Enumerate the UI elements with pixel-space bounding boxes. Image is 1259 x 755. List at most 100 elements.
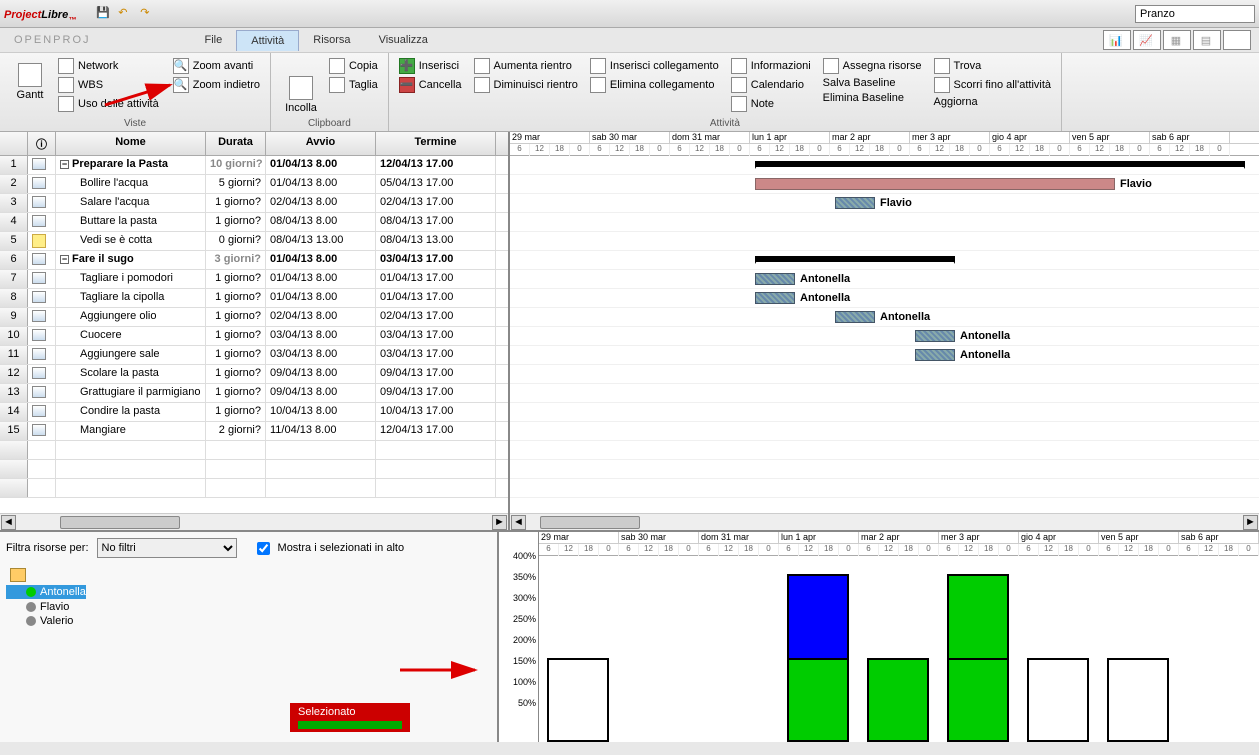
save-icon[interactable]: 💾 (96, 6, 112, 22)
table-row[interactable]: 6−Fare il sugo3 giorni?01/04/13 8.0003/0… (0, 251, 508, 270)
timeline-day: sab 30 mar (590, 132, 670, 143)
table-row[interactable]: 10Cuocere1 giorno?03/04/13 8.0003/04/13 … (0, 327, 508, 346)
view-shortcut-icons: 📊 📈 ▦ ▤ (1103, 30, 1259, 50)
gantt-bar[interactable]: Antonella (835, 311, 875, 323)
link-button[interactable]: Inserisci collegamento (588, 57, 721, 75)
gantt-body[interactable]: Flavio Flavio Antonella Antonella Antonella A… (510, 156, 1259, 513)
col-name[interactable]: Nome (56, 132, 206, 155)
indent-button[interactable]: Aumenta rientro (472, 57, 580, 75)
tab-view[interactable]: Visualizza (365, 30, 442, 51)
histogram-bar[interactable] (1027, 658, 1089, 742)
scroll-right-icon[interactable]: ► (1243, 515, 1258, 530)
find-button[interactable]: Trova (932, 57, 1053, 75)
zoom-out-button[interactable]: 🔍Zoom indietro (171, 76, 262, 94)
filter-select[interactable]: No filtri (97, 538, 237, 558)
task-usage-button[interactable]: Uso delle attività (56, 95, 161, 113)
gantt-bar[interactable]: Flavio (755, 178, 1115, 190)
redo-icon[interactable]: ↷ (140, 6, 156, 22)
col-duration[interactable]: Durata (206, 132, 266, 155)
table-row[interactable]: 11Aggiungere sale1 giorno?03/04/13 8.000… (0, 346, 508, 365)
folder-icon[interactable] (10, 568, 26, 582)
calendar-icon (731, 77, 747, 93)
scroll-left-icon[interactable]: ◄ (1, 515, 16, 530)
copy-button[interactable]: Copia (327, 57, 380, 75)
table-row[interactable]: 15Mangiare2 giorni?11/04/13 8.0012/04/13… (0, 422, 508, 441)
gantt-bar[interactable]: Antonella (915, 349, 955, 361)
outdent-button[interactable]: Diminuisci rientro (472, 76, 580, 94)
note-button[interactable]: Note (729, 95, 813, 113)
insert-button[interactable]: ➕Inserisci (397, 57, 464, 75)
cut-icon (329, 77, 345, 93)
show-selected-checkbox[interactable] (257, 542, 270, 555)
gantt-row (510, 156, 1259, 175)
grid-scrollbar[interactable]: ◄ ► (0, 513, 508, 530)
gantt-button[interactable]: Gantt (8, 57, 52, 101)
scroll-thumb[interactable] (60, 516, 180, 529)
table-row[interactable]: 5Vedi se è cotta0 giorni?08/04/13 13.000… (0, 232, 508, 251)
unlink-button[interactable]: Elimina collegamento (588, 76, 721, 94)
col-rownum[interactable] (0, 132, 28, 155)
gantt-bar[interactable]: Antonella (755, 292, 795, 304)
paste-button[interactable]: Incolla (279, 57, 323, 127)
grid-body[interactable]: 1−Preparare la Pasta10 giorni?01/04/13 8… (0, 156, 508, 513)
calendar-button[interactable]: Calendario (729, 76, 813, 94)
resource-item[interactable]: Flavio (6, 600, 491, 614)
gantt-bar[interactable] (755, 161, 1245, 167)
info-button[interactable]: Informazioni (729, 57, 813, 75)
task-icon (32, 158, 46, 170)
gantt-bar[interactable]: Antonella (915, 330, 955, 342)
gantt-scrollbar[interactable]: ◄ ► (510, 513, 1259, 530)
table-row[interactable]: 3Salare l'acqua1 giorno?02/04/13 8.0002/… (0, 194, 508, 213)
table-row[interactable]: 4Buttare la pasta1 giorno?08/04/13 8.000… (0, 213, 508, 232)
resource-tree: AntonellaFlavioValerio (6, 568, 491, 628)
histogram-area[interactable] (539, 556, 1259, 742)
resource-icon[interactable]: 📈 (1133, 30, 1161, 50)
project-name-input[interactable] (1135, 5, 1255, 23)
scroll-left-icon[interactable]: ◄ (511, 515, 526, 530)
histogram-bar[interactable] (787, 658, 849, 742)
histogram-bar[interactable] (547, 658, 609, 742)
zoom-in-button[interactable]: 🔍Zoom avanti (171, 57, 262, 75)
resource-item[interactable]: Valerio (6, 614, 491, 628)
scroll-right-icon[interactable]: ► (492, 515, 507, 530)
scroll-thumb[interactable] (540, 516, 640, 529)
table-row[interactable]: 1−Preparare la Pasta10 giorni?01/04/13 8… (0, 156, 508, 175)
tab-file[interactable]: File (191, 30, 237, 51)
assign-button[interactable]: Assegna risorse (821, 57, 924, 75)
table-row[interactable]: 14Condire la pasta1 giorno?10/04/13 8.00… (0, 403, 508, 422)
table-row[interactable]: 8Tagliare la cipolla1 giorno?01/04/13 8.… (0, 289, 508, 308)
col-info[interactable]: ⓘ (28, 132, 56, 155)
network-button[interactable]: Network (56, 57, 161, 75)
usage-icon[interactable]: ▤ (1193, 30, 1221, 50)
update-button[interactable]: Aggiorna (932, 95, 1053, 109)
blank-icon[interactable] (1223, 30, 1251, 50)
histogram-bar[interactable] (867, 658, 929, 742)
col-finish[interactable]: Termine (376, 132, 496, 155)
delete-button[interactable]: ➖Cancella (397, 76, 464, 94)
table-row[interactable]: 7Tagliare i pomodori1 giorno?01/04/13 8.… (0, 270, 508, 289)
histogram-bar[interactable] (1107, 658, 1169, 742)
tab-resource[interactable]: Risorsa (299, 30, 364, 51)
table-row[interactable]: 2Bollire l'acqua5 giorni?01/04/13 8.0005… (0, 175, 508, 194)
clear-baseline-button[interactable]: Elimina Baseline (821, 91, 924, 105)
wbs-button[interactable]: WBS (56, 76, 161, 94)
tab-task[interactable]: Attività (236, 30, 299, 51)
scroll-to-button[interactable]: Scorri fino all'attività (932, 76, 1053, 94)
histogram-bar[interactable] (947, 658, 1009, 742)
table-row[interactable]: 13Grattugiare il parmigiano1 giorno?09/0… (0, 384, 508, 403)
save-baseline-button[interactable]: Salva Baseline (821, 76, 924, 90)
gantt-bar[interactable]: Flavio (835, 197, 875, 209)
table-row[interactable]: 12Scolare la pasta1 giorno?09/04/13 8.00… (0, 365, 508, 384)
resource-item[interactable]: Antonella (6, 585, 86, 599)
histogram-icon[interactable]: ▦ (1163, 30, 1191, 50)
col-start[interactable]: Avvio (266, 132, 376, 155)
gantt-bar[interactable] (755, 256, 955, 262)
gantt-bar-label: Flavio (1120, 178, 1152, 190)
table-row[interactable]: 9Aggiungere olio1 giorno?02/04/13 8.0002… (0, 308, 508, 327)
cut-button[interactable]: Taglia (327, 76, 380, 94)
chart-icon[interactable]: 📊 (1103, 30, 1131, 50)
undo-icon[interactable]: ↶ (118, 6, 134, 22)
ribbon-tabs: File Attività Risorsa Visualizza (191, 30, 442, 51)
gantt-bar[interactable]: Antonella (755, 273, 795, 285)
gantt-row: Antonella (510, 308, 1259, 327)
